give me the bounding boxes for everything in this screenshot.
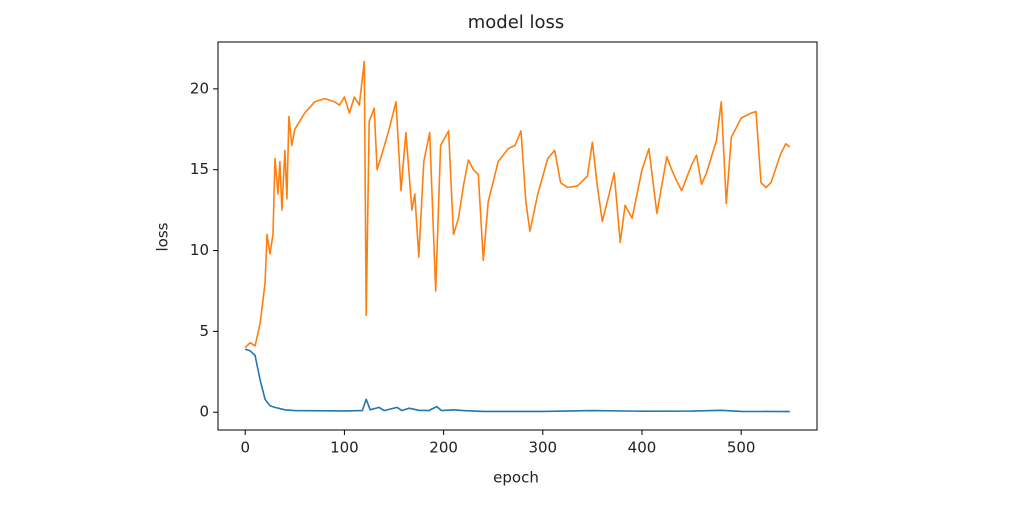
y-tick-label: 15: [190, 160, 209, 178]
x-tick-label: 500: [727, 439, 756, 457]
y-axis-label: loss: [154, 222, 172, 251]
x-tick-label: 0: [240, 439, 250, 457]
plot-frame: [217, 41, 818, 431]
y-tick-label: 5: [199, 322, 209, 340]
x-tick-label: 100: [330, 439, 359, 457]
y-tick-label: 20: [190, 79, 209, 97]
x-tick-label: 300: [528, 439, 557, 457]
data-line: [244, 60, 791, 349]
x-tick-label: 200: [429, 439, 458, 457]
x-tick-label: 400: [628, 439, 657, 457]
y-tick-label: 10: [190, 241, 209, 259]
data-line: [244, 348, 790, 413]
x-axis-label: epoch: [493, 469, 539, 487]
y-tick-label: 0: [199, 403, 209, 421]
chart-title: model loss: [468, 12, 565, 33]
